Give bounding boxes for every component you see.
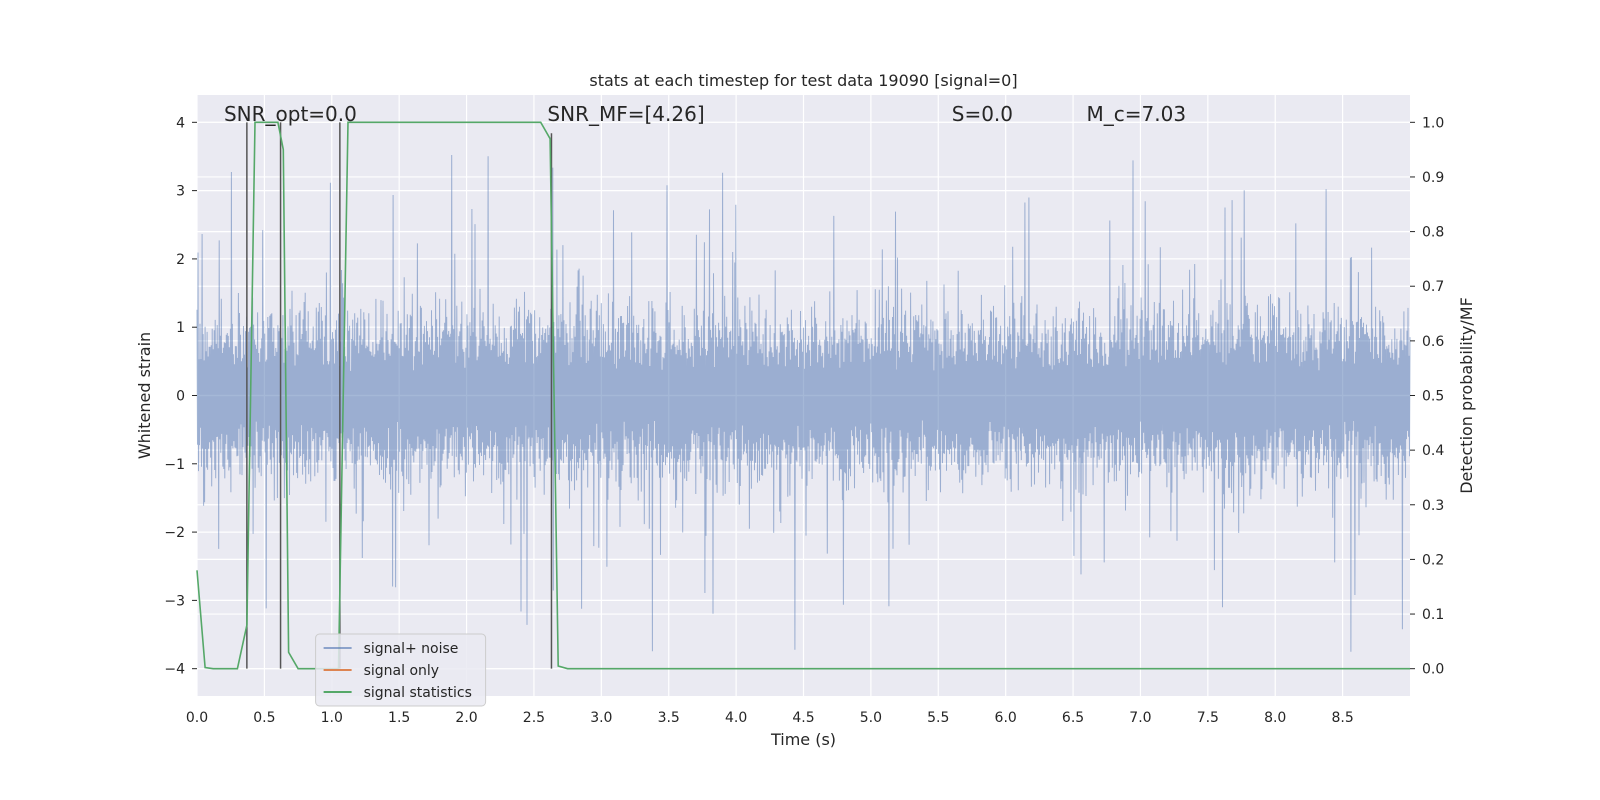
- legend-entry: signal+ noise: [364, 641, 459, 657]
- y-right-tick-label: 0.8: [1422, 225, 1444, 241]
- x-tick-label: 0.0: [186, 710, 208, 726]
- y-left-tick-label: −1: [164, 457, 185, 473]
- x-tick-label: 7.5: [1197, 710, 1219, 726]
- y-right-tick-label: 0.2: [1422, 552, 1444, 568]
- x-tick-label: 6.5: [1062, 710, 1084, 726]
- x-tick-label: 1.0: [321, 710, 343, 726]
- y-left-tick-label: −2: [164, 525, 185, 541]
- y-left-tick-label: 4: [176, 115, 185, 131]
- annotation-label: SNR_MF=[4.26]: [547, 102, 704, 126]
- legend-entry: signal statistics: [364, 685, 472, 701]
- x-tick-label: 4.5: [792, 710, 814, 726]
- y-left-tick-label: −3: [164, 593, 185, 609]
- y-right-tick-label: 0.4: [1422, 443, 1444, 459]
- y-right-tick-label: 0.7: [1422, 279, 1444, 295]
- x-tick-label: 2.0: [455, 710, 477, 726]
- tick-labels: 0.0 0.5 1.0 1.5 2.0 2.5 3.0 3.5 4.0 4.5 5.0 5.5 6.0 6…: [164, 115, 1444, 726]
- annotation-label: M_c=7.03: [1087, 102, 1187, 126]
- y-right-tick-label: 0.3: [1422, 498, 1444, 514]
- x-tick-label: 5.0: [860, 710, 882, 726]
- x-tick-label: 1.5: [388, 710, 410, 726]
- x-tick-label: 6.0: [995, 710, 1017, 726]
- annotations: SNR_opt=0.0 SNR_MF=[4.26] S=0.0 M_c=7.03: [224, 102, 1186, 126]
- y-left-tick-label: 1: [176, 320, 185, 336]
- y-axis-label-left: Whitened strain: [135, 332, 154, 459]
- y-left-tick-label: −4: [164, 662, 185, 678]
- x-axis-label: Time (s): [770, 730, 836, 749]
- y-left-tick-label: 3: [176, 184, 185, 200]
- y-right-tick-label: 0.9: [1422, 170, 1444, 186]
- x-tick-label: 4.0: [725, 710, 747, 726]
- chart-title: stats at each timestep for test data 190…: [589, 71, 1017, 90]
- legend-entry: signal only: [364, 663, 439, 679]
- x-tick-label: 3.0: [590, 710, 612, 726]
- legend: signal+ noise signal only signal statistic…: [315, 633, 487, 707]
- y-left-tick-label: 0: [176, 389, 185, 405]
- x-tick-label: 8.0: [1264, 710, 1286, 726]
- x-tick-label: 3.5: [658, 710, 680, 726]
- x-tick-label: 0.5: [253, 710, 275, 726]
- y-right-tick-label: 1.0: [1422, 115, 1444, 131]
- x-tick-label: 2.5: [523, 710, 545, 726]
- annotation-label: SNR_opt=0.0: [224, 102, 357, 126]
- y-axis-label-right: Detection probability/MF: [1457, 297, 1476, 494]
- y-right-tick-label: 0.0: [1422, 662, 1444, 678]
- y-right-tick-label: 0.6: [1422, 334, 1444, 350]
- x-tick-label: 8.5: [1331, 710, 1353, 726]
- signal-statistics-line: [196, 121, 1410, 670]
- signal-noise-series: [196, 154, 1411, 652]
- x-tick-label: 7.0: [1129, 710, 1151, 726]
- x-tick-label: 5.5: [927, 710, 949, 726]
- y-right-tick-label: 0.5: [1422, 389, 1444, 405]
- signal-statistics-series: [196, 121, 1410, 670]
- annotation-label: S=0.0: [952, 102, 1013, 126]
- legend-box: [315, 633, 487, 707]
- y-left-tick-label: 2: [176, 252, 185, 268]
- y-right-tick-label: 0.1: [1422, 607, 1444, 623]
- signal-noise-line: [196, 154, 1411, 652]
